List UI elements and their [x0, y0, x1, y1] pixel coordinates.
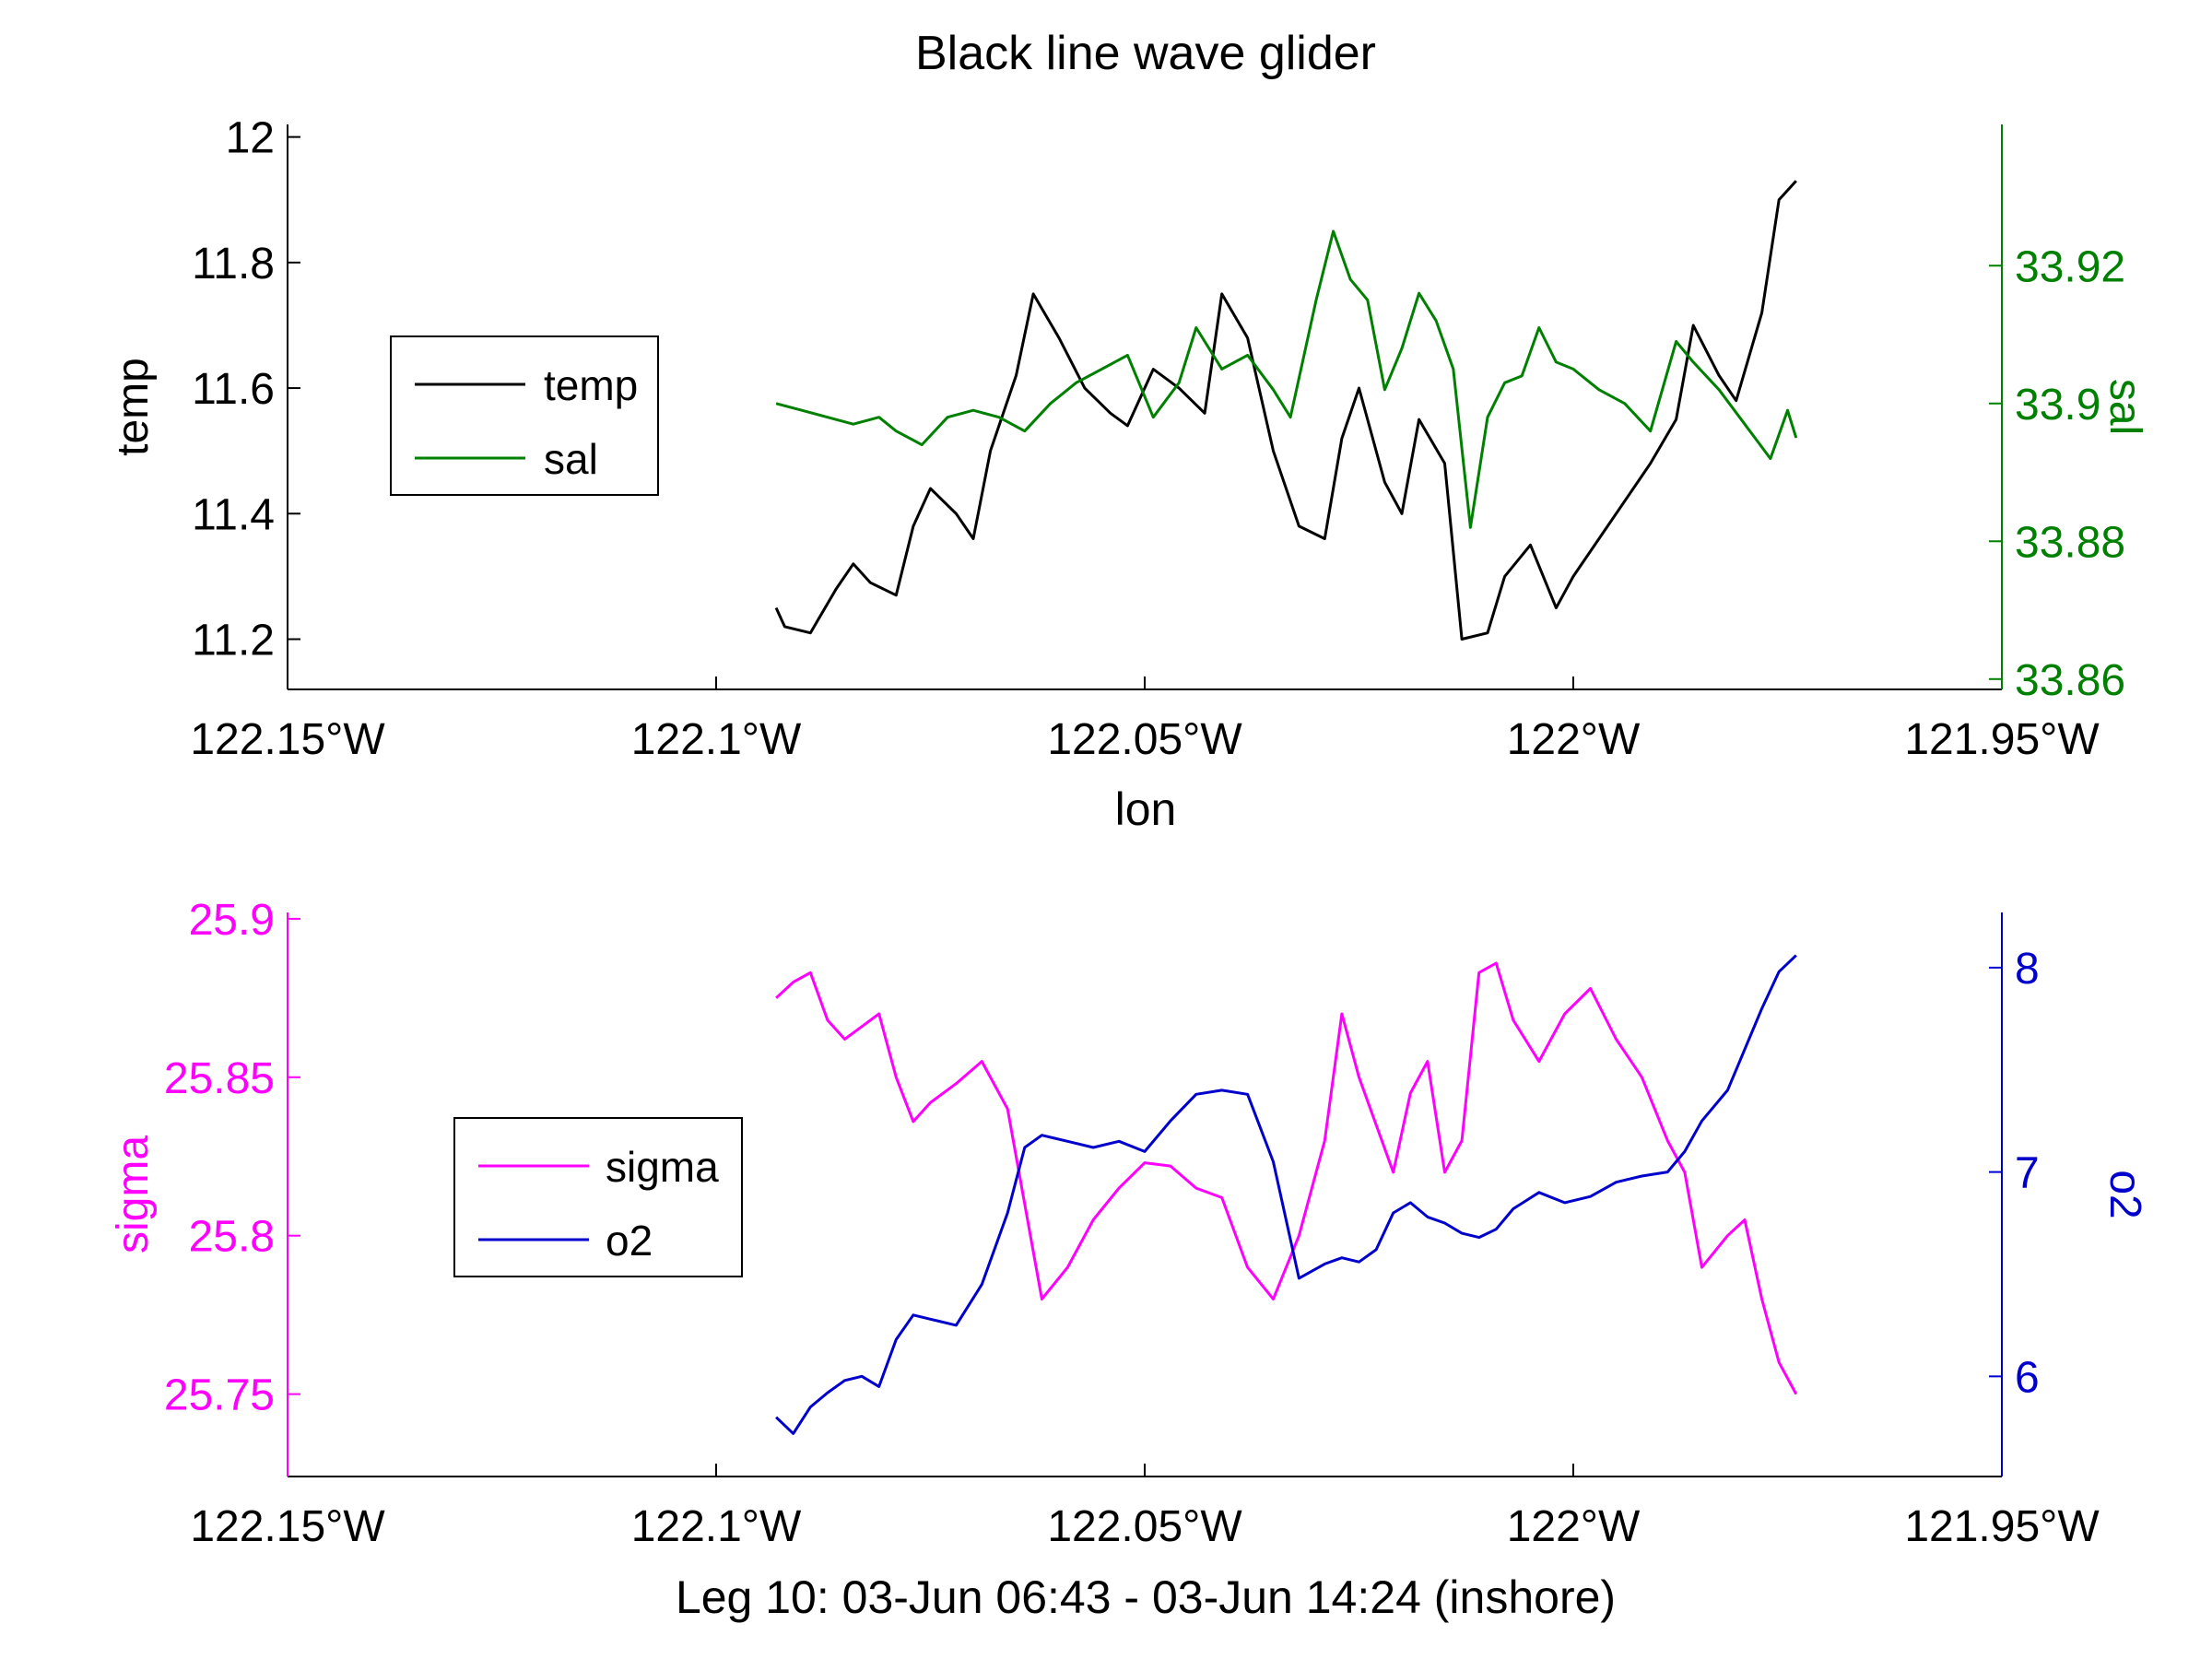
figure-title: Black line wave glider	[915, 27, 1376, 80]
x-axis-label: lon	[1115, 783, 1177, 835]
right-y-tick-label: 33.92	[2015, 242, 2125, 291]
x-tick-label: 121.95°W	[1904, 1502, 2100, 1551]
right-y-tick-label: 33.88	[2015, 518, 2125, 567]
legend-label-o2: o2	[606, 1217, 653, 1265]
left-y-tick-label: 25.85	[164, 1054, 275, 1103]
left-y-tick-label: 11.8	[192, 240, 275, 288]
bottom-chart: 122.15°W 122.1°W 122.05°W 122°W 121.95°W Leg …	[109, 896, 2149, 1623]
right-y-tick-label: 7	[2015, 1149, 2040, 1198]
left-y-tick-label: 12	[226, 114, 275, 163]
legend-label-sal: sal	[544, 435, 598, 483]
top-chart: 122.15°W 122.1°W 122.05°W 122°W 121.95°W lon 1…	[109, 114, 2149, 835]
legend-label-sigma: sigma	[606, 1143, 719, 1191]
left-y-tick-label: 25.8	[189, 1213, 275, 1262]
x-tick-label: 122.05°W	[1047, 715, 1242, 764]
series-line-sigma	[775, 961, 1798, 1395]
left-y-axis-label: sigma	[109, 1135, 158, 1253]
series-line-sal	[775, 229, 1798, 529]
x-tick-label: 122°W	[1507, 1502, 1641, 1551]
left-y-tick-label: 25.9	[189, 896, 275, 945]
right-y-axis-label: sal	[2100, 379, 2149, 435]
left-y-tick-label: 11.4	[192, 490, 275, 539]
x-tick-label: 122.1°W	[631, 715, 802, 764]
legend-box	[453, 1117, 743, 1277]
legend-label-temp: temp	[544, 361, 638, 409]
x-axis-label: Leg 10: 03-Jun 06:43 - 03-Jun 14:24 (ins…	[676, 1571, 1616, 1623]
right-y-axis-label: o2	[2100, 1170, 2149, 1218]
series-line-temp	[774, 180, 1797, 641]
left-y-tick-label: 25.75	[164, 1371, 275, 1420]
x-tick-label: 122.05°W	[1047, 1502, 1242, 1551]
right-y-tick-label: 33.86	[2015, 656, 2125, 705]
right-y-tick-label: 33.9	[2015, 381, 2100, 429]
left-y-tick-label: 11.2	[192, 617, 275, 665]
right-y-tick-label: 8	[2015, 945, 2040, 994]
series-line-o2	[775, 954, 1797, 1435]
x-tick-label: 121.95°W	[1904, 715, 2100, 764]
left-y-axis-label: temp	[109, 358, 158, 456]
right-y-tick-label: 6	[2015, 1353, 2040, 1402]
legend-box	[390, 335, 659, 496]
x-tick-label: 122.15°W	[190, 1502, 385, 1551]
x-tick-label: 122.15°W	[190, 715, 385, 764]
x-tick-label: 122.1°W	[631, 1502, 802, 1551]
left-y-tick-label: 11.6	[192, 365, 275, 414]
x-tick-label: 122°W	[1507, 715, 1641, 764]
